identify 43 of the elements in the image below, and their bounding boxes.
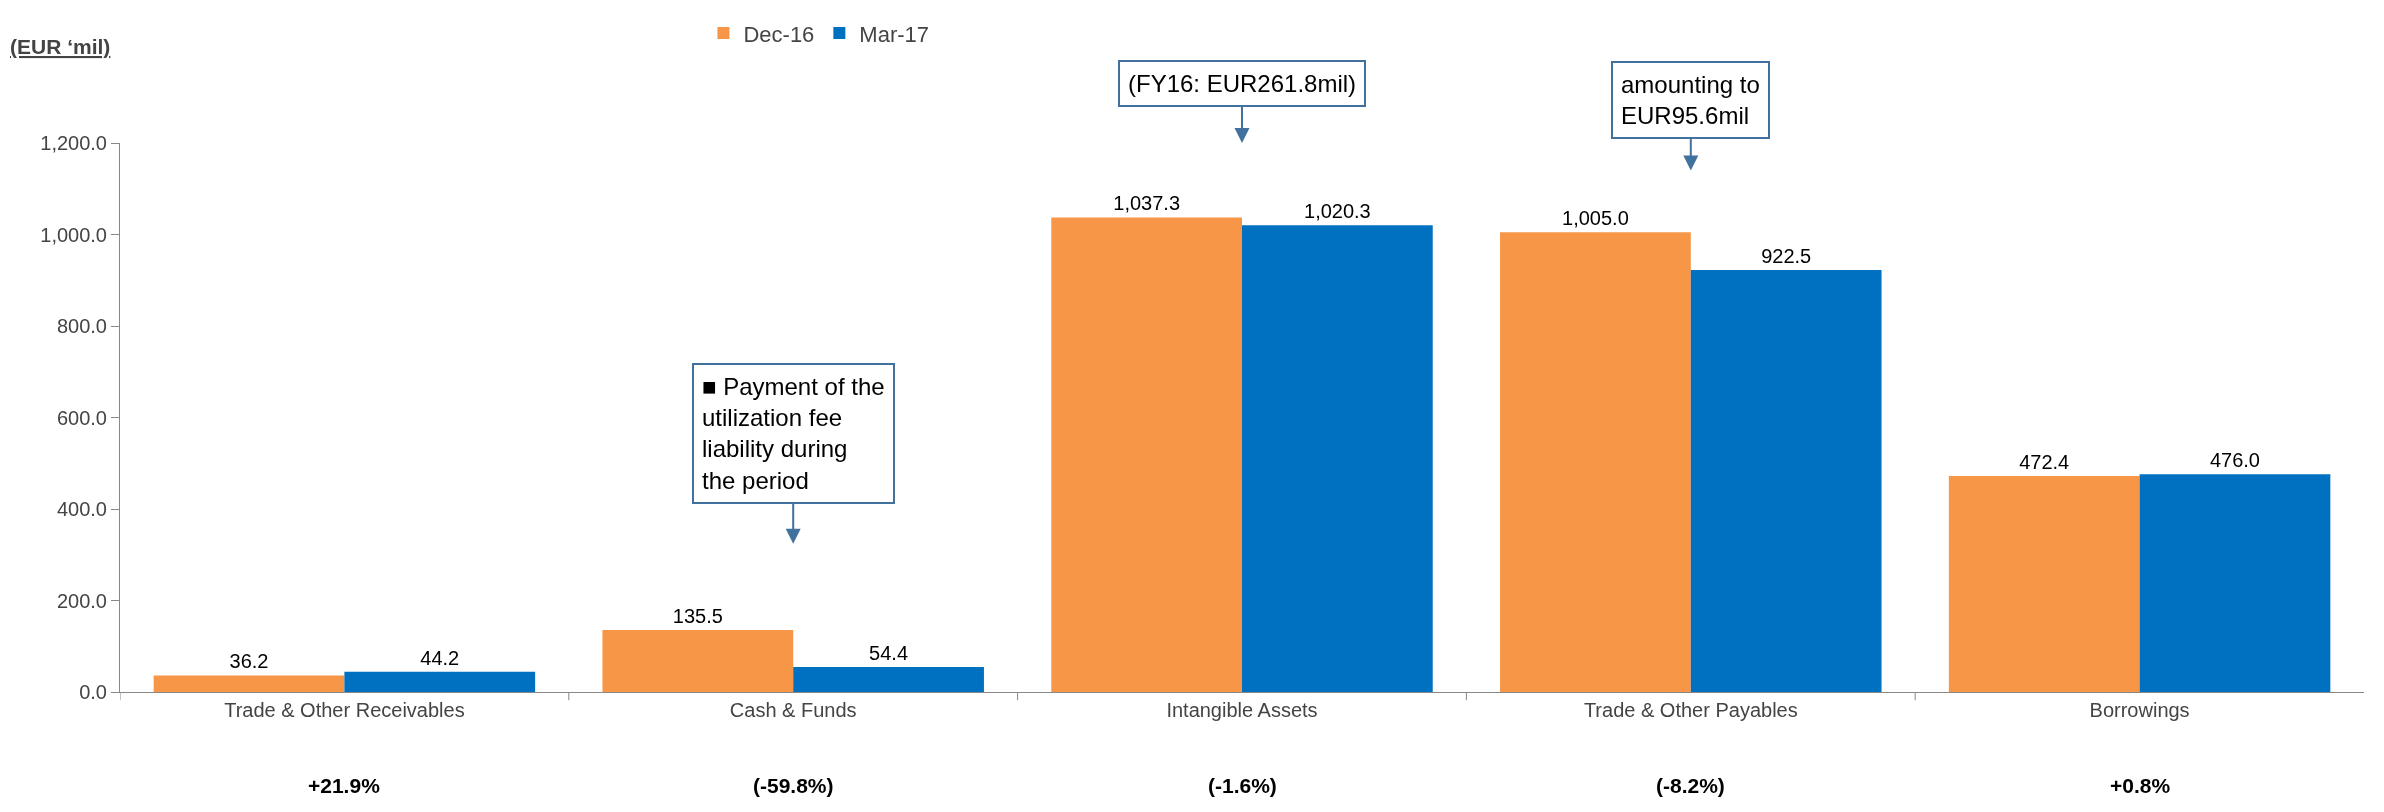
bar bbox=[1690, 269, 1882, 692]
text: (FY16: EUR261.8mil) bbox=[1128, 70, 1357, 97]
bar bbox=[1242, 225, 1433, 692]
data-label: 54.4 bbox=[869, 642, 909, 665]
y-tick-label: 400.0 bbox=[56, 498, 107, 520]
data-label: 922.5 bbox=[1761, 244, 1812, 267]
text: (-59.8%) bbox=[753, 774, 834, 797]
data-label: 135.5 bbox=[672, 605, 723, 628]
data-label: 1,037.3 bbox=[1113, 192, 1180, 215]
x-tick-label: Trade & Other Receivables bbox=[224, 699, 465, 721]
text: +0.8% bbox=[2110, 774, 2171, 797]
x-tick-label: Intangible Assets bbox=[1166, 699, 1318, 721]
data-label: 472.4 bbox=[2019, 450, 2070, 473]
y-tick-label: 600.0 bbox=[56, 406, 107, 429]
data-label: 1,005.0 bbox=[1562, 207, 1629, 230]
y-tick-label: 0.0 bbox=[79, 681, 107, 703]
y-tick-label: 200.0 bbox=[56, 589, 107, 612]
x-tick-label: Trade & Other Payables bbox=[1583, 699, 1798, 721]
y-tick-label: 1,000.0 bbox=[40, 223, 107, 246]
data-label: 44.2 bbox=[420, 646, 460, 669]
text: (-8.2%) bbox=[1656, 774, 1725, 797]
bar bbox=[344, 671, 536, 692]
bar bbox=[2139, 474, 2331, 692]
x-tick-label: Borrowings bbox=[2089, 699, 2190, 721]
data-label: 36.2 bbox=[229, 650, 269, 673]
legend-label: Mar-17 bbox=[859, 21, 930, 47]
bar bbox=[793, 667, 984, 692]
text: (-1.6%) bbox=[1208, 774, 1277, 797]
bar bbox=[153, 675, 345, 692]
text: +21.9% bbox=[308, 774, 381, 797]
legend-label: Dec-16 bbox=[743, 21, 815, 47]
y-tick-label: 1,200.0 bbox=[40, 132, 107, 154]
bar bbox=[1051, 217, 1242, 692]
bar bbox=[602, 630, 794, 692]
bar bbox=[1500, 232, 1691, 692]
y-axis-title: (EUR ‘mil) bbox=[10, 35, 111, 58]
text: amounting to EUR95.6mil bbox=[1621, 71, 1760, 130]
data-label: 476.0 bbox=[2209, 449, 2260, 472]
bar bbox=[1948, 475, 2140, 692]
annotation: ■ Payment of the utilization fee liability during the period bbox=[702, 373, 885, 494]
x-tick-label: Cash & Funds bbox=[729, 699, 857, 721]
data-label: 1,020.3 bbox=[1304, 200, 1371, 223]
y-tick-label: 800.0 bbox=[56, 315, 107, 337]
